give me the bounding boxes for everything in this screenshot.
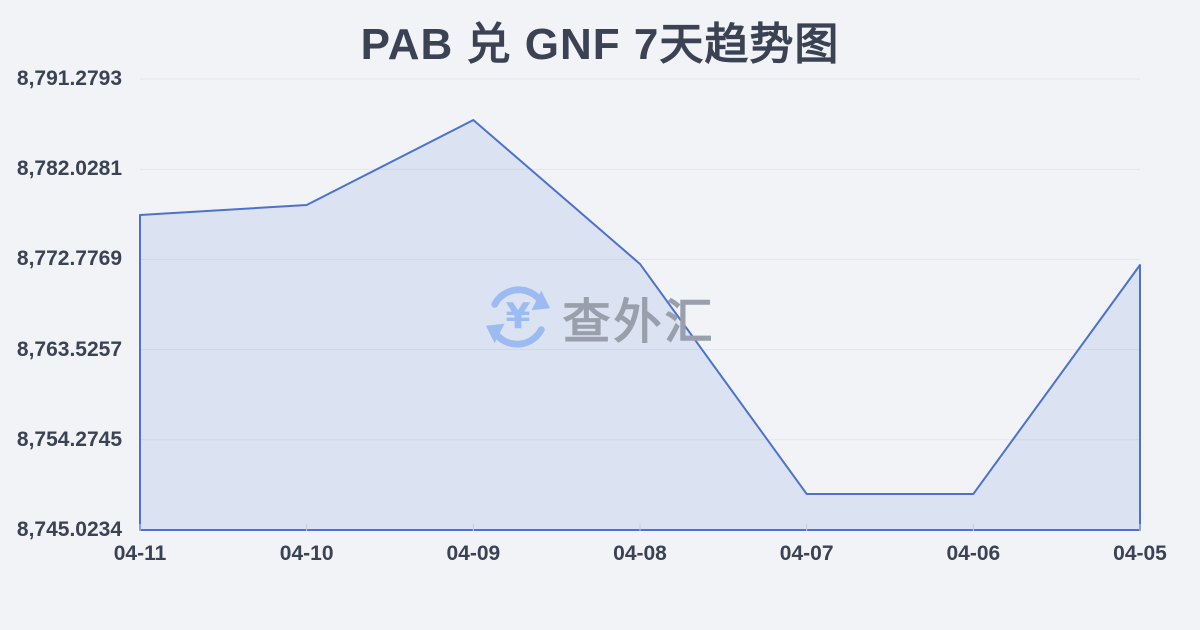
x-tick-label: 04-08 bbox=[613, 542, 667, 565]
area-fill bbox=[139, 119, 1141, 531]
x-tick-label: 04-05 bbox=[1113, 542, 1167, 565]
y-tick-label: 8,791.2793 bbox=[16, 67, 122, 90]
x-tick-label: 04-07 bbox=[779, 542, 834, 565]
chart-title: PAB 兑 GNF 7天趋势图 bbox=[360, 20, 840, 69]
x-tick-label: 04-09 bbox=[446, 542, 501, 565]
y-tick-label: 8,745.0234 bbox=[16, 518, 122, 541]
y-tick-label: 8,754.2745 bbox=[16, 427, 122, 451]
x-tick-label: 04-11 bbox=[113, 542, 167, 565]
y-tick-label: 8,782.0281 bbox=[16, 157, 122, 181]
x-axis-ticks bbox=[139, 524, 1141, 531]
y-tick-label: 8,772.7769 bbox=[16, 247, 122, 271]
x-tick-label: 04-10 bbox=[279, 542, 334, 565]
x-tick-label: 04-06 bbox=[946, 542, 1001, 565]
y-tick-label: 8,763.5257 bbox=[16, 337, 122, 361]
